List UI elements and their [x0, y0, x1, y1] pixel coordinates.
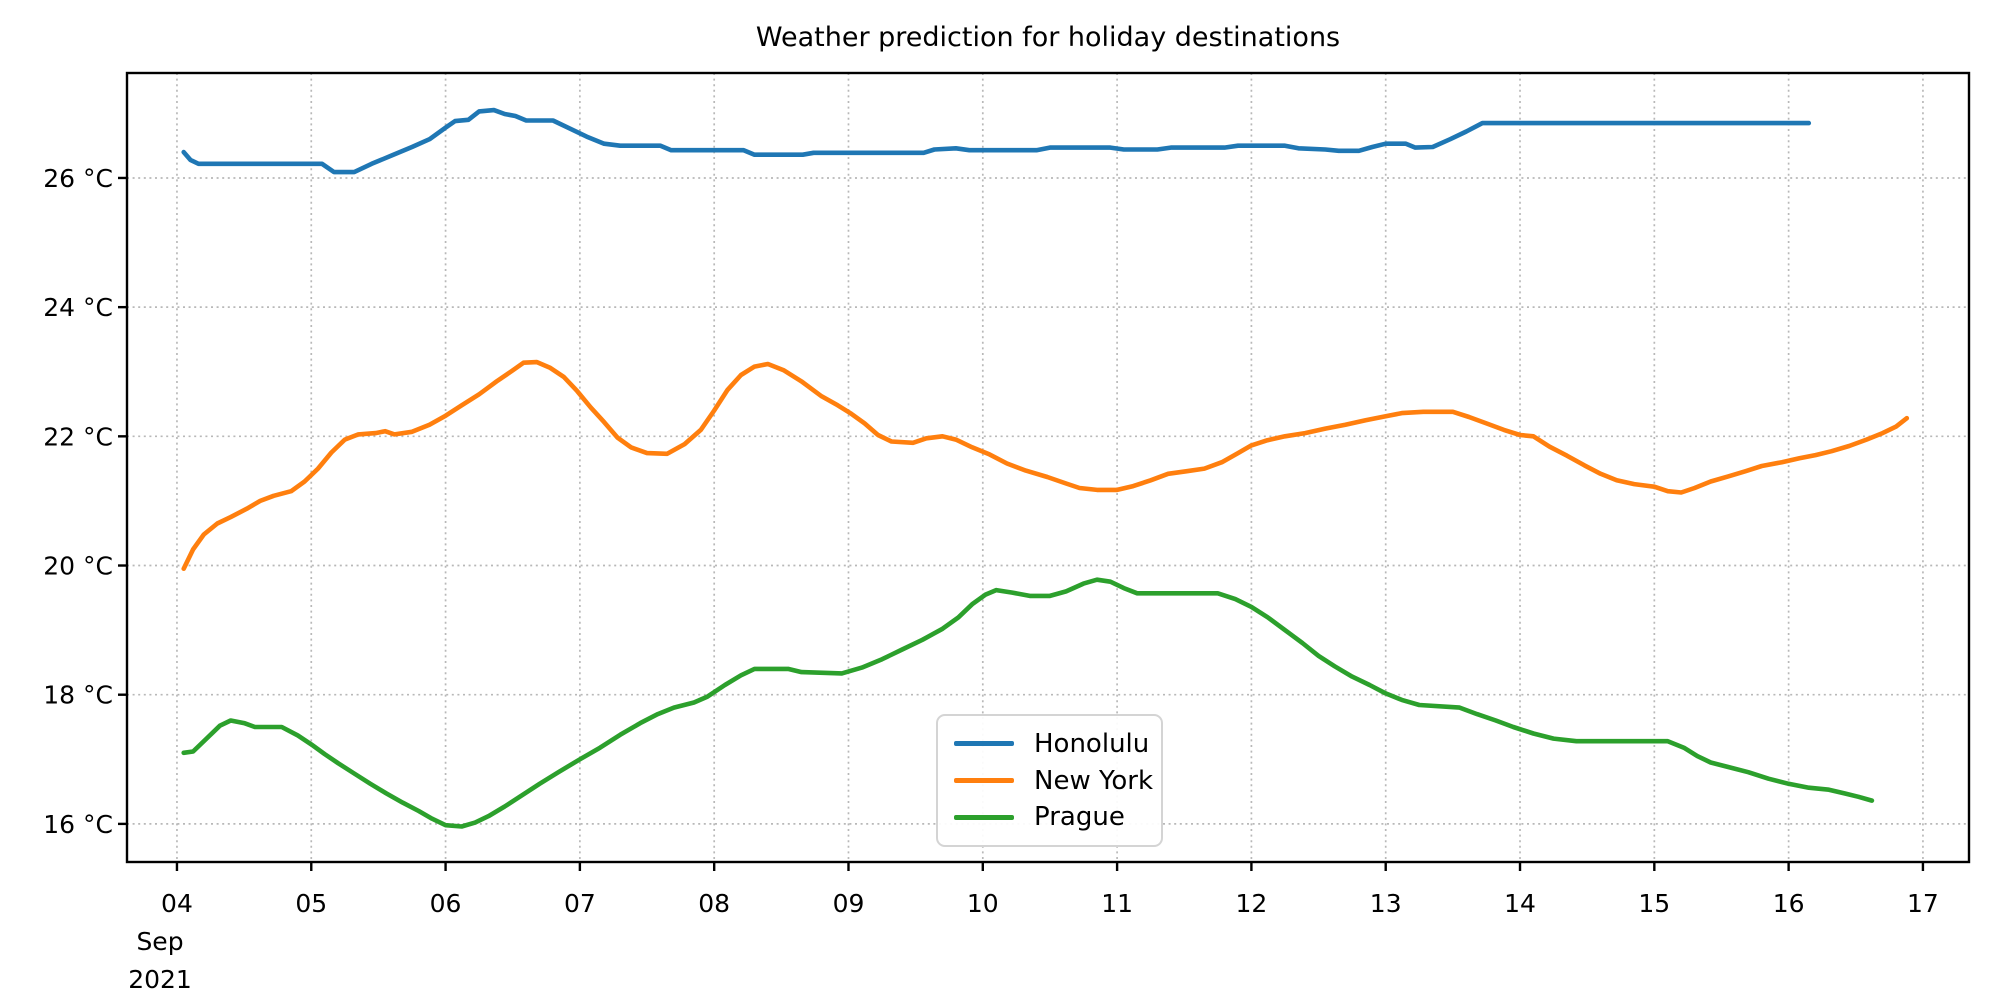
chart-title: Weather prediction for holiday destinati…	[755, 22, 1341, 53]
x-tick-label: 08	[698, 889, 730, 918]
y-tick-label: 20 °C	[43, 552, 113, 581]
legend-line-swatch	[954, 741, 1014, 747]
legend-label: Honolulu	[1034, 728, 1150, 759]
legend-label: Prague	[1034, 802, 1125, 833]
x-axis-year-label: 2021	[128, 965, 192, 994]
legend-line-swatch	[954, 814, 1014, 820]
x-tick-label: 09	[833, 889, 865, 918]
x-tick-label: 17	[1907, 889, 1939, 918]
x-tick-label: 14	[1504, 889, 1536, 918]
series-line-prague	[181, 577, 1875, 829]
x-tick-label: 06	[430, 889, 462, 918]
x-tick-label: 05	[295, 889, 327, 918]
y-tick-label: 24 °C	[43, 293, 113, 322]
x-tick-label: 15	[1638, 889, 1670, 918]
y-tick-label: 26 °C	[43, 164, 113, 193]
legend-label: New York	[1034, 765, 1154, 796]
y-tick-label: 22 °C	[43, 422, 113, 451]
y-tick-label: 16 °C	[43, 810, 113, 839]
x-tick-label: 07	[564, 889, 596, 918]
y-tick-label: 18 °C	[43, 681, 113, 710]
series-line-new-york	[181, 359, 1910, 572]
legend-line-swatch	[954, 778, 1014, 783]
x-axis-month-label: Sep	[136, 927, 183, 956]
legend-entry-prague: Prague	[938, 804, 1161, 830]
plot-border	[125, 71, 1971, 864]
x-tick-label: 16	[1773, 889, 1805, 918]
x-tick-label: 04	[161, 889, 193, 918]
legend-entry-new-york: New York	[938, 768, 1161, 794]
legend: Honolulu New York Prague	[936, 714, 1163, 847]
x-tick-label: 13	[1370, 889, 1402, 918]
series-line-honolulu	[181, 107, 1812, 175]
x-tick-label: 12	[1235, 889, 1267, 918]
legend-entry-honolulu: Honolulu	[938, 731, 1161, 757]
x-tick-label: 10	[967, 889, 999, 918]
x-tick-label: 11	[1101, 889, 1133, 918]
